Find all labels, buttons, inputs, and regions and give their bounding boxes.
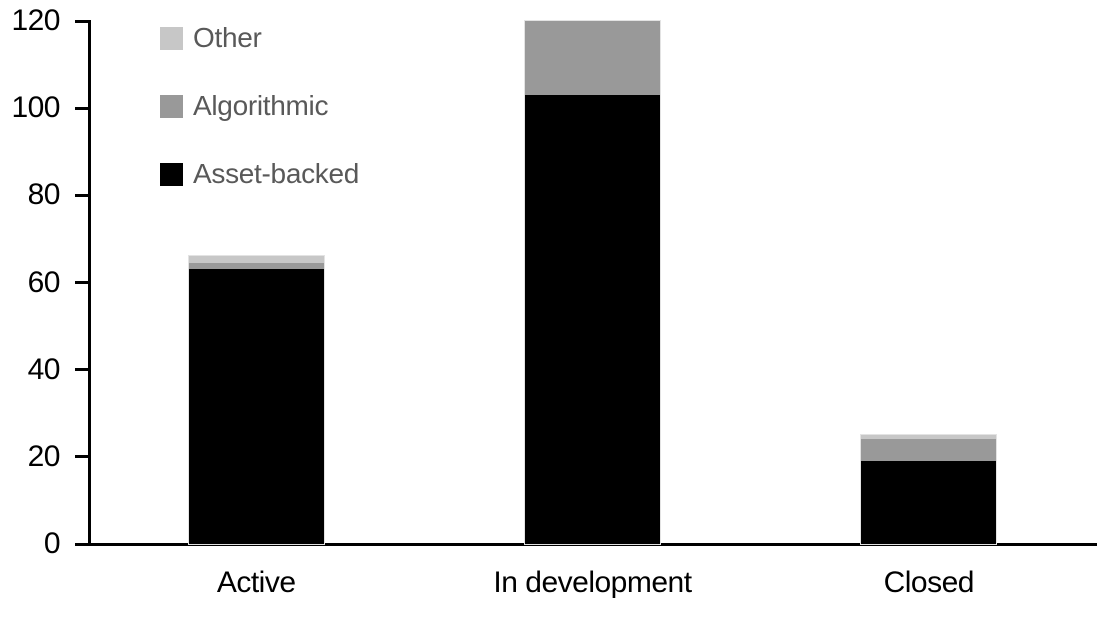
y-tick-mark [75,368,88,372]
legend-swatch-asset-backed-icon [160,162,183,186]
x-category-label-active: Active [216,566,296,599]
x-category-label-in-development: In development [493,566,692,599]
y-tick-label: 40 [27,352,61,386]
bar-segment-other [188,256,324,263]
bar-in-development [525,21,660,544]
y-tick-label: 80 [27,178,61,212]
bar-closed [861,435,997,544]
y-tick-mark [75,542,88,546]
legend-item-asset-backed: Asset-backed [160,158,360,189]
legend-label-other: Other [193,22,262,53]
y-tick-mark [75,193,88,197]
legend-swatch-other-icon [160,26,183,50]
bar-segment-algorithmic [525,21,660,96]
bar-segment-asset-backed [188,269,324,544]
bar-segment-asset-backed [525,95,660,544]
x-category-label-closed: Closed [883,566,975,599]
x-axis-line [88,543,1097,546]
legend-label-asset-backed: Asset-backed [193,158,360,189]
y-tick-mark [75,106,88,110]
y-tick-label: 120 [11,4,60,37]
legend-item-algorithmic: Algorithmic [160,90,359,121]
legend-item-other: Other [160,22,359,53]
y-axis-line [88,20,91,546]
y-tick-label: 0 [43,527,61,560]
y-tick-mark [75,281,88,284]
legend-swatch-algorithmic-icon [160,94,183,118]
legend-label-algorithmic: Algorithmic [193,90,329,121]
y-tick-mark [75,455,88,459]
y-tick-label: 60 [27,265,61,299]
bar-segment-algorithmic [188,262,324,270]
y-tick-mark [75,19,88,23]
bar-segment-asset-backed [861,461,997,544]
y-tick-label: 100 [11,91,60,125]
legend: Other Algorithmic Asset-backed [160,22,360,230]
bar-active [188,256,324,544]
bar-segment-algorithmic [861,439,997,462]
bar-segment-other [861,435,997,440]
y-tick-label: 20 [27,439,61,473]
